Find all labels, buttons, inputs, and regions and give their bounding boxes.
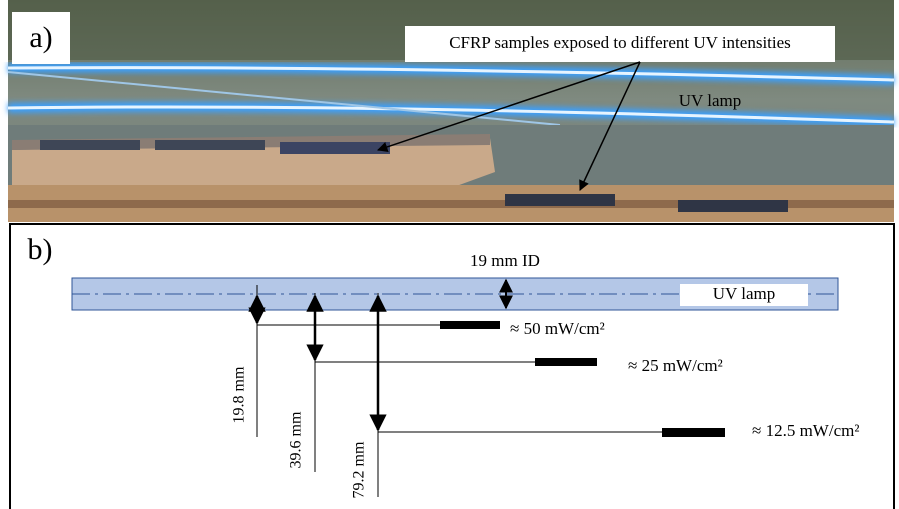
intensity: ≈ 25 mW/cm² xyxy=(628,356,723,375)
panel-label: a) xyxy=(29,21,52,54)
distance: 39.6 mm xyxy=(288,411,305,468)
sample xyxy=(662,428,725,437)
sample xyxy=(505,194,615,206)
callout: CFRP samples exposed to different UV int… xyxy=(449,33,791,52)
diagram-frame xyxy=(10,224,894,509)
photo-panel: a) CFRP samples exposed to different UV … xyxy=(8,0,894,222)
figure: a) CFRP samples exposed to different UV … xyxy=(0,0,899,509)
intensity: ≈ 12.5 mW/cm² xyxy=(752,421,859,440)
distance: 79.2 mm xyxy=(351,441,368,498)
sample xyxy=(155,140,265,150)
panel-label: b) xyxy=(28,233,53,266)
sample xyxy=(440,321,500,329)
sample xyxy=(280,142,390,154)
sample xyxy=(40,140,140,150)
lamp-diameter: 19 mm ID xyxy=(470,251,540,270)
photo-lamp-label: UV lamp xyxy=(679,91,742,110)
intensity: ≈ 50 mW/cm² xyxy=(510,319,605,338)
sample xyxy=(678,200,788,212)
lamp-label: UV lamp xyxy=(713,284,776,303)
page: a) CFRP samples exposed to different UV … xyxy=(0,0,899,509)
diagram-panel: b) 19 mm ID UV lamp ≈ 50 mW/cm² 19.8 mm … xyxy=(10,224,894,509)
sample xyxy=(535,358,597,366)
distance: 19.8 mm xyxy=(231,366,248,423)
